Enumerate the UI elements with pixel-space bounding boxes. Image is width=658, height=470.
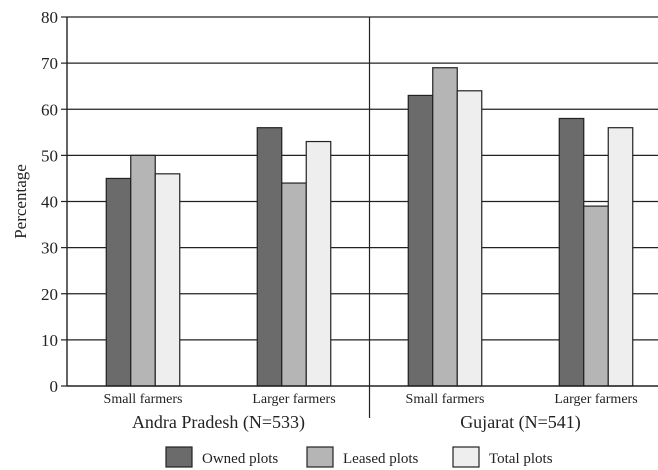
y-tick-label: 40 (41, 193, 58, 212)
legend-label: Owned plots (202, 451, 278, 467)
bar (432, 67, 458, 387)
category-label: Small farmers (104, 392, 183, 407)
legend-swatch (165, 446, 193, 468)
y-axis-label: Percentage (11, 164, 30, 239)
y-tick-label: 0 (50, 377, 59, 396)
group-label: Gujarat (N=541) (460, 412, 581, 433)
category-label: Larger farmers (252, 392, 335, 407)
legend-label: Total plots (489, 451, 553, 467)
legend-label: Leased plots (343, 451, 419, 467)
bar (407, 94, 434, 387)
legend-swatch (452, 446, 480, 468)
bar (281, 182, 307, 387)
y-tick-label: 70 (41, 54, 58, 73)
bar (583, 205, 609, 387)
y-tick-label: 50 (41, 146, 58, 165)
labels: 0 10 20 30 40 50 60 70 80 Percentage Small farmers… (11, 8, 638, 433)
bar (256, 127, 283, 387)
y-tick-label: 20 (41, 285, 58, 304)
group-label: Andra Pradesh (N=533) (132, 412, 305, 433)
bar (558, 117, 585, 387)
bar (154, 173, 181, 387)
bar (607, 127, 634, 387)
bar (305, 140, 332, 387)
legend-swatch (306, 446, 334, 468)
bar (456, 90, 483, 387)
y-tick-label: 30 (41, 239, 58, 258)
bar (130, 154, 156, 387)
bar (105, 177, 132, 387)
y-tick-label: 60 (41, 100, 58, 119)
bars (105, 67, 634, 387)
legend: Owned plots Leased plots Total plots (165, 446, 553, 468)
y-tick-label: 10 (41, 331, 58, 350)
axes (61, 16, 658, 418)
y-tick-label: 80 (41, 8, 58, 27)
category-label: Small farmers (406, 392, 485, 407)
category-label: Larger farmers (554, 392, 637, 407)
